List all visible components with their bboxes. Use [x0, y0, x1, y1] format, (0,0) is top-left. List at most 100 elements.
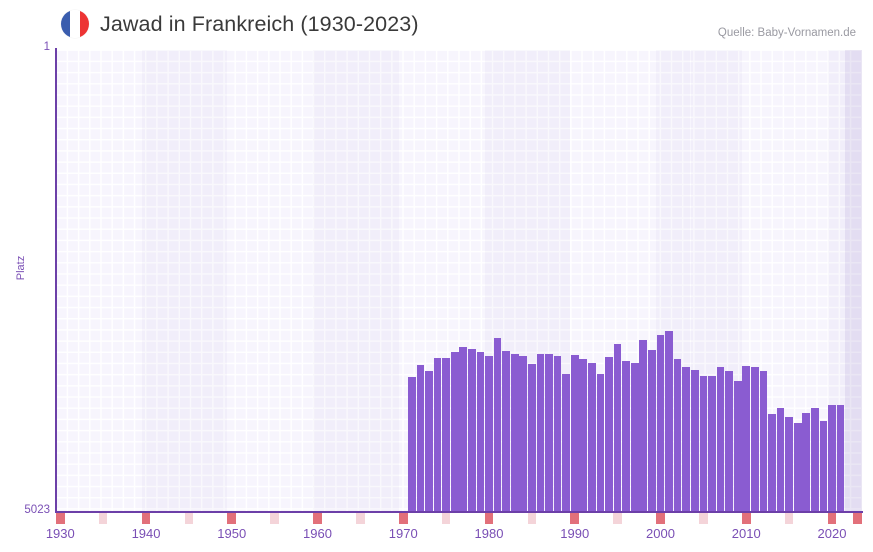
- grid-band: [553, 50, 562, 511]
- bar[interactable]: [536, 353, 545, 511]
- bar[interactable]: [613, 343, 622, 511]
- bar[interactable]: [622, 361, 631, 511]
- x-tick-decade: [398, 513, 408, 524]
- x-tick-decade: [227, 513, 237, 524]
- bar[interactable]: [502, 351, 510, 511]
- bar[interactable]: [716, 367, 725, 511]
- x-axis-tick-labels: 1930 1940 1950 1960 1970 1980 1990 2000 2010 2020: [46, 526, 862, 550]
- bar[interactable]: [785, 417, 793, 511]
- x-tick-half-decade: [527, 513, 537, 524]
- bar[interactable]: [708, 375, 716, 511]
- source-credit: Quelle: Baby-Vornamen.de: [717, 27, 856, 39]
- bar[interactable]: [433, 357, 442, 511]
- flag-stripe-white: [70, 10, 80, 38]
- grid-band: [193, 50, 202, 511]
- x-tick-decade: [656, 513, 665, 524]
- grid-band: [141, 50, 151, 511]
- x-axis-tick-label: 1970: [388, 526, 418, 541]
- bar[interactable]: [793, 423, 802, 511]
- bar[interactable]: [836, 404, 845, 511]
- bar[interactable]: [656, 334, 665, 511]
- bar[interactable]: [528, 363, 536, 511]
- x-tick-decade: [141, 513, 151, 524]
- x-tick-half-decade: [356, 513, 365, 524]
- bar[interactable]: [759, 370, 768, 511]
- grid-band: [724, 50, 734, 511]
- grid-band: [707, 50, 717, 511]
- bar[interactable]: [810, 408, 819, 511]
- grid-band: [501, 50, 511, 511]
- bar[interactable]: [639, 339, 648, 511]
- x-axis-tick-label: 1980: [474, 526, 504, 541]
- grid-band: [373, 50, 382, 511]
- grid-band: [158, 50, 168, 511]
- x-tick-half-decade: [441, 513, 451, 524]
- bar[interactable]: [828, 405, 836, 511]
- bar[interactable]: [665, 330, 673, 511]
- bar[interactable]: [450, 351, 459, 511]
- bar[interactable]: [742, 366, 751, 511]
- bar[interactable]: [425, 370, 433, 511]
- y-axis-tick-top: 1: [43, 41, 50, 53]
- bar[interactable]: [699, 375, 708, 511]
- bar[interactable]: [802, 413, 811, 511]
- grid-band: [484, 50, 494, 511]
- bar[interactable]: [605, 357, 613, 511]
- grid-band: [381, 50, 391, 511]
- bar[interactable]: [485, 356, 493, 511]
- grid-band: [716, 50, 725, 511]
- grid-band: [347, 50, 357, 511]
- bar[interactable]: [553, 356, 562, 511]
- y-axis-line: [55, 48, 57, 513]
- bar[interactable]: [588, 363, 596, 511]
- bar[interactable]: [630, 363, 639, 511]
- bar[interactable]: [510, 353, 519, 511]
- bar[interactable]: [682, 367, 691, 511]
- bar[interactable]: [776, 408, 785, 511]
- x-axis-tick-label: 2010: [731, 526, 761, 541]
- grid-band: [390, 50, 399, 511]
- bar[interactable]: [570, 355, 579, 511]
- bar[interactable]: [416, 365, 425, 511]
- x-axis-tick-label: 2020: [817, 526, 847, 541]
- grid-band: [836, 50, 845, 511]
- bar[interactable]: [407, 377, 416, 511]
- bar[interactable]: [673, 358, 682, 511]
- grid-band: [150, 50, 159, 511]
- bar[interactable]: [596, 374, 605, 511]
- x-tick-decade: [741, 513, 751, 524]
- grid-band: [201, 50, 211, 511]
- grid-band: [690, 50, 700, 511]
- bar[interactable]: [750, 367, 759, 511]
- bar[interactable]: [579, 358, 588, 511]
- x-tick-half-decade: [270, 513, 279, 524]
- bar[interactable]: [733, 381, 742, 511]
- grid-band: [184, 50, 194, 511]
- grid-band: [218, 50, 228, 511]
- france-flag-icon: [61, 10, 89, 38]
- chart-header: Jawad in Frankreich (1930-2023) Quelle: …: [0, 0, 873, 48]
- bar[interactable]: [459, 346, 468, 511]
- bar[interactable]: [648, 350, 656, 511]
- grid-band: [176, 50, 185, 511]
- grid-band: [313, 50, 322, 511]
- bar[interactable]: [819, 420, 828, 511]
- grid-band: [210, 50, 219, 511]
- bar[interactable]: [493, 337, 502, 511]
- grid-band: [699, 50, 708, 511]
- bar[interactable]: [562, 374, 571, 511]
- x-tick-decade: [56, 513, 65, 524]
- x-axis-tick-label: 1990: [560, 526, 590, 541]
- bar[interactable]: [690, 369, 699, 511]
- bar[interactable]: [476, 351, 485, 511]
- x-tick-half-decade: [613, 513, 622, 524]
- bar[interactable]: [468, 348, 476, 511]
- bar[interactable]: [545, 353, 553, 511]
- grid-band: [656, 50, 665, 511]
- bar[interactable]: [768, 414, 776, 511]
- bar[interactable]: [725, 370, 733, 511]
- x-tick-decade: [827, 513, 837, 524]
- bar[interactable]: [519, 356, 528, 511]
- bar[interactable]: [442, 357, 450, 511]
